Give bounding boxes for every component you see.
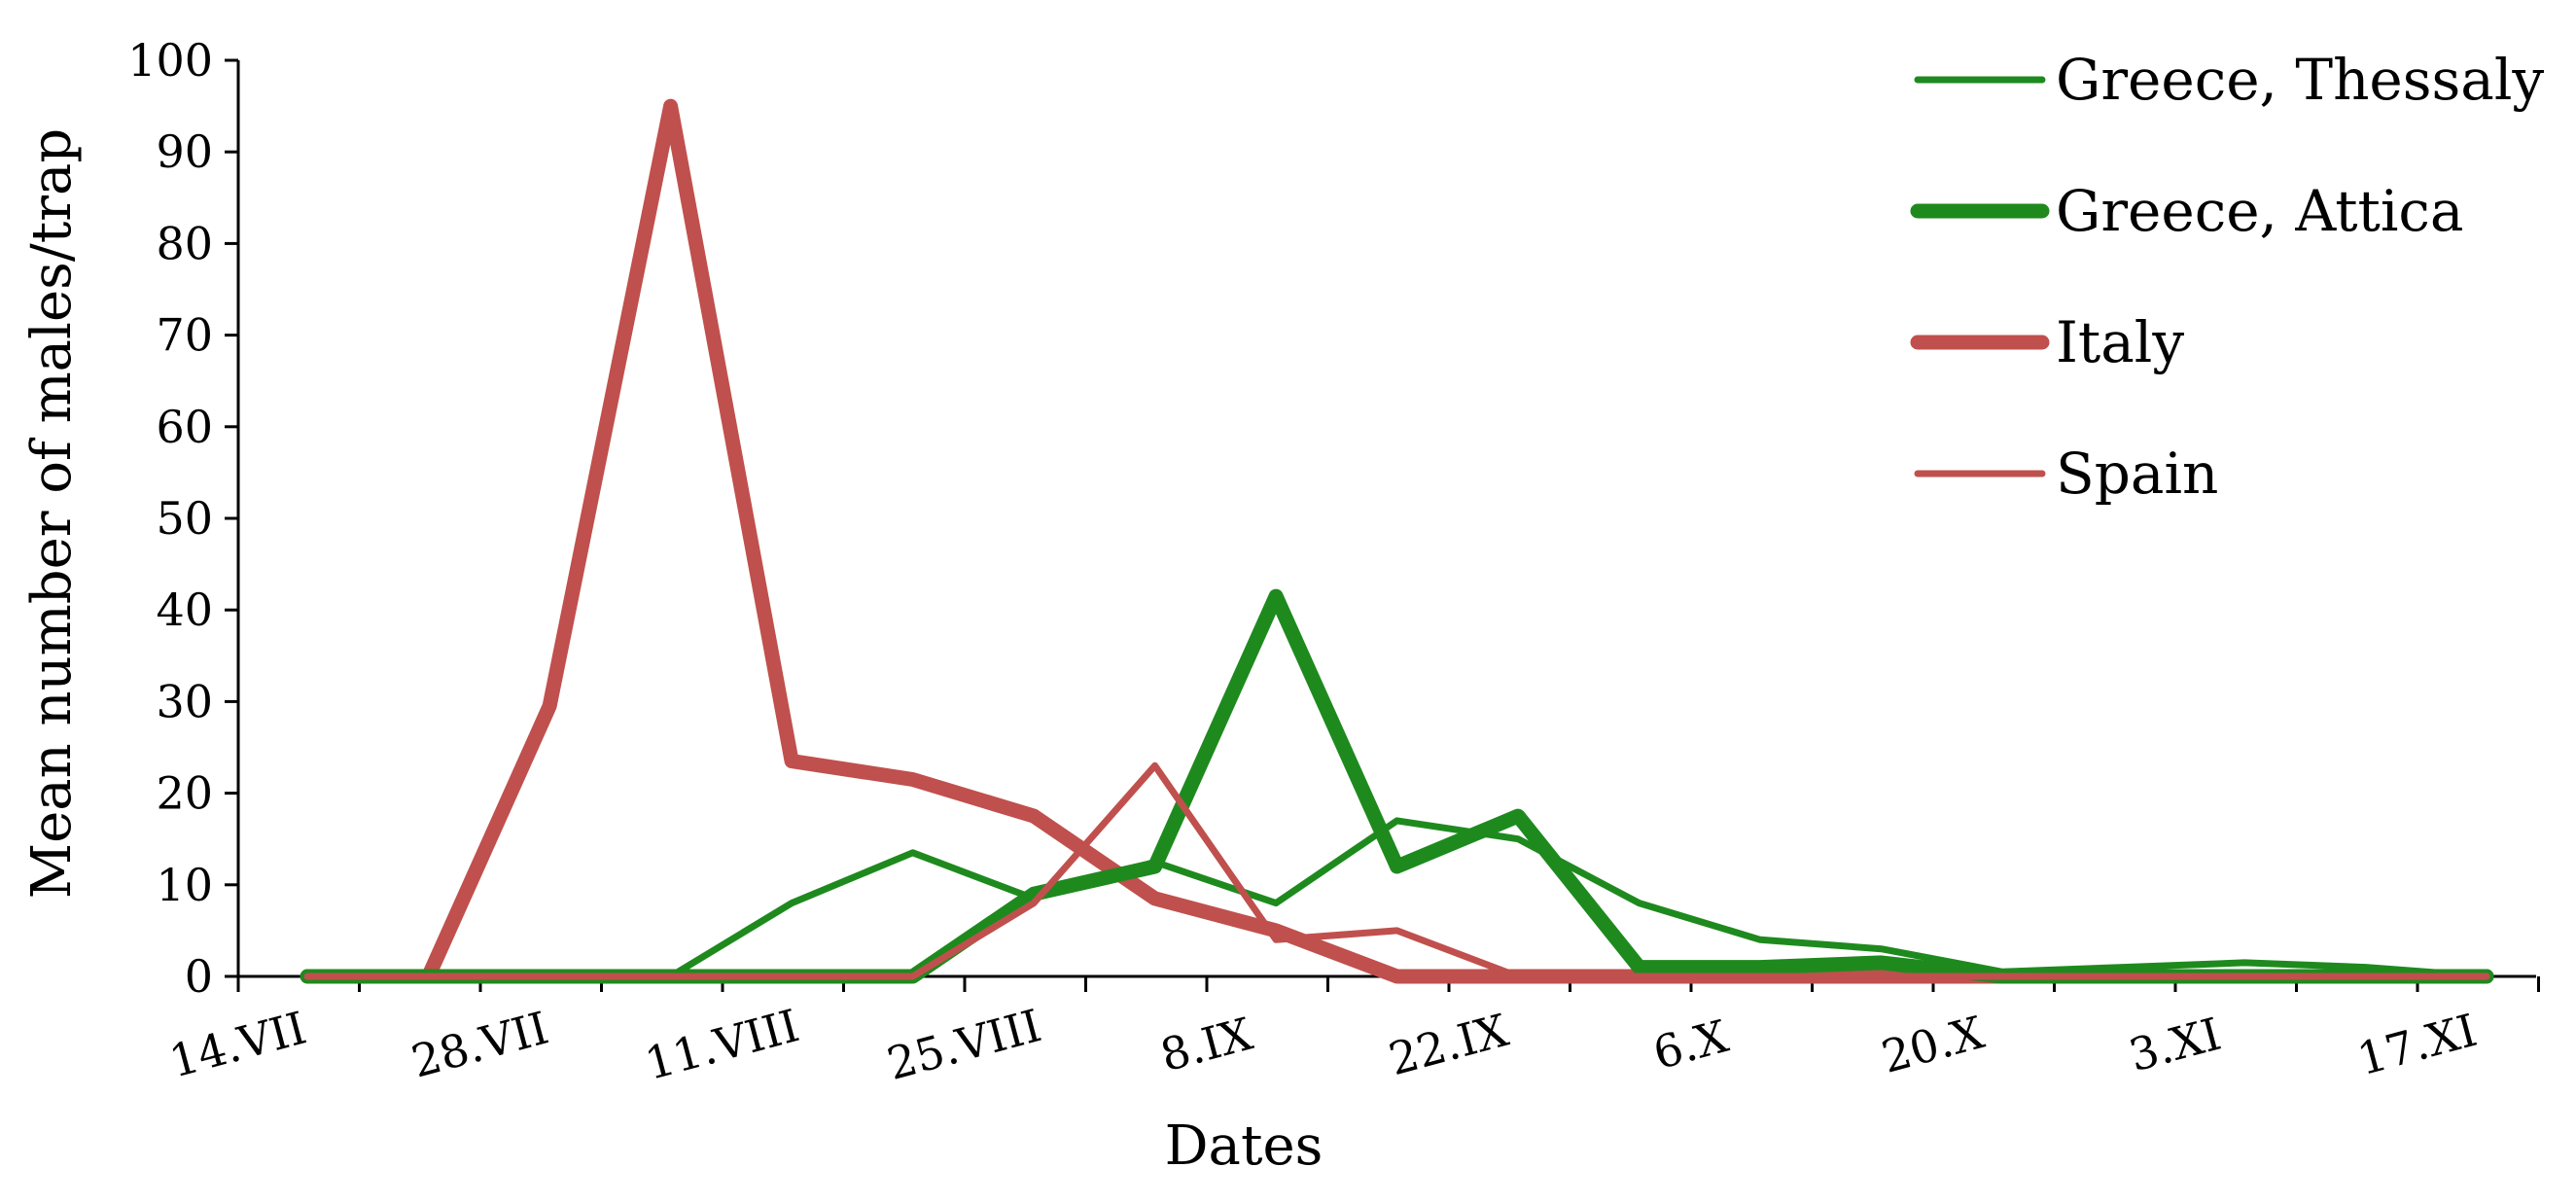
y-tick-label: 50 — [156, 492, 213, 545]
y-tick-label: 20 — [156, 767, 213, 820]
y-tick-label: 70 — [156, 309, 213, 362]
series-layer — [300, 98, 2494, 984]
y-axis-title: Mean number of males/trap — [20, 128, 84, 899]
x-tick-label: 11.VIII — [640, 999, 804, 1090]
x-tick-label: 20.X — [1876, 1006, 1990, 1083]
legend-label-greece-attica: Greece, Attica — [2056, 178, 2463, 244]
y-tick-label: 0 — [185, 950, 213, 1003]
series-line-greece-attica — [300, 588, 2494, 984]
x-tick-label: 3.XI — [2124, 1008, 2227, 1082]
x-tick-label: 17.XI — [2352, 1004, 2483, 1085]
y-tick-label: 40 — [156, 584, 213, 636]
legend-label-greece-thessaly: Greece, Thessaly — [2056, 47, 2544, 113]
y-tick-label: 30 — [156, 675, 213, 727]
x-axis-title: Dates — [1165, 1115, 1323, 1178]
y-tick-label: 100 — [127, 34, 213, 87]
legend-label-italy: Italy — [2056, 309, 2184, 375]
legend: Greece, Thessaly Greece, Attica Italy Spain — [1910, 47, 2544, 507]
x-tick-label: 22.IX — [1384, 1004, 1514, 1085]
y-tick-label: 60 — [156, 401, 213, 453]
x-tick-label: 25.VIII — [882, 999, 1046, 1090]
x-tick-label: 28.VII — [406, 1002, 554, 1088]
legend-label-spain: Spain — [2056, 441, 2218, 507]
x-tick-label: 14.VII — [164, 1002, 312, 1088]
y-tick-label: 10 — [156, 859, 213, 911]
x-tick-label: 6.X — [1647, 1009, 1733, 1079]
series-line-greece-thessaly — [303, 817, 2490, 980]
y-tick-label: 90 — [156, 125, 213, 178]
x-tick-label: 8.IX — [1155, 1008, 1258, 1082]
y-tick-label: 80 — [156, 217, 213, 269]
series-line-spain — [303, 761, 2490, 980]
